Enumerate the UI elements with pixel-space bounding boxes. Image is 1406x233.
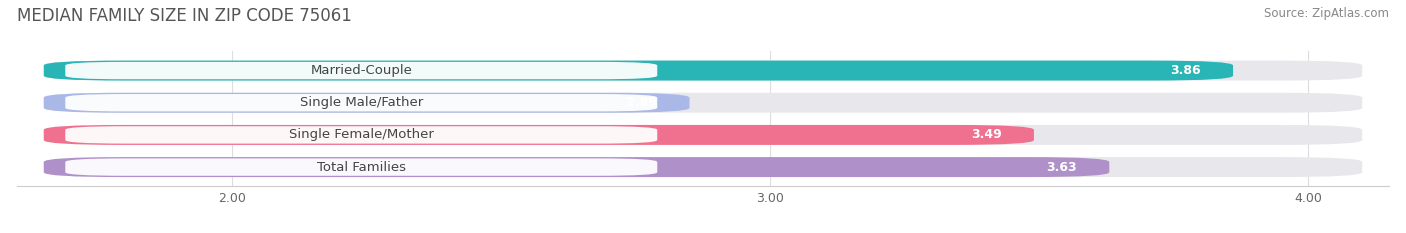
FancyBboxPatch shape [44, 93, 689, 113]
FancyBboxPatch shape [44, 125, 1033, 145]
Text: MEDIAN FAMILY SIZE IN ZIP CODE 75061: MEDIAN FAMILY SIZE IN ZIP CODE 75061 [17, 7, 352, 25]
FancyBboxPatch shape [44, 157, 1109, 177]
Text: 3.86: 3.86 [1170, 64, 1201, 77]
Text: Source: ZipAtlas.com: Source: ZipAtlas.com [1264, 7, 1389, 20]
FancyBboxPatch shape [44, 93, 1362, 113]
Text: Single Male/Father: Single Male/Father [299, 96, 423, 109]
FancyBboxPatch shape [65, 62, 657, 79]
Text: Single Female/Mother: Single Female/Mother [288, 128, 433, 141]
FancyBboxPatch shape [44, 61, 1362, 81]
Text: Total Families: Total Families [316, 161, 406, 174]
Text: 3.63: 3.63 [1046, 161, 1077, 174]
FancyBboxPatch shape [44, 125, 1362, 145]
FancyBboxPatch shape [44, 157, 1362, 177]
FancyBboxPatch shape [44, 61, 1233, 81]
Text: 2.85: 2.85 [627, 96, 657, 109]
FancyBboxPatch shape [65, 158, 657, 176]
FancyBboxPatch shape [65, 126, 657, 144]
FancyBboxPatch shape [65, 94, 657, 111]
Text: Married-Couple: Married-Couple [311, 64, 412, 77]
Text: 3.49: 3.49 [972, 128, 1001, 141]
